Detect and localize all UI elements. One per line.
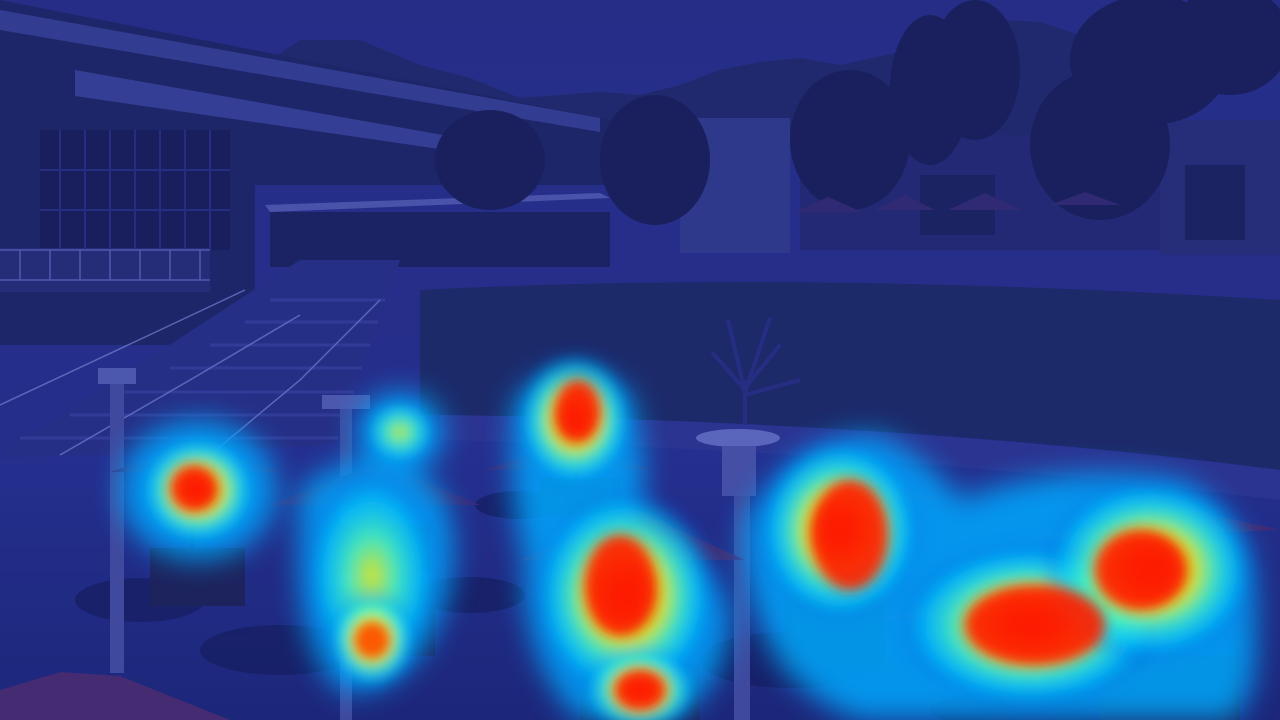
roof-vents [75,70,460,152]
palm-plant [710,317,801,425]
balcony-railing [0,249,210,281]
background-umbrellas [795,192,1120,212]
window-mullions [40,130,230,250]
lawn [420,282,1280,470]
heatmap-layer [120,350,1260,720]
far-right-windows [1185,165,1245,240]
roof-edge [0,10,600,132]
heat-cores [171,380,1185,710]
balcony [0,248,210,292]
trees [435,0,1280,225]
entry-wall [270,212,610,267]
